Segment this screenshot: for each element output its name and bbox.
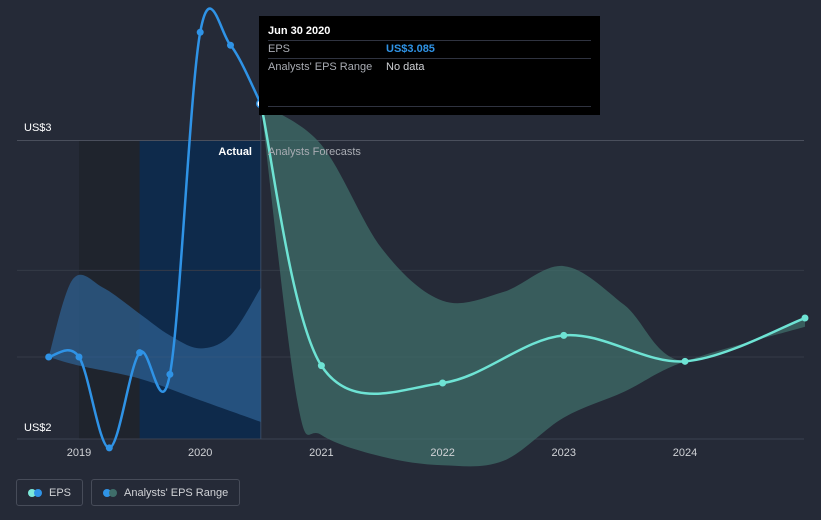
- eps-actual-point: [75, 353, 83, 361]
- tooltip-eps-value: US$3.085: [386, 43, 435, 55]
- x-axis-ticks: 2019 2020 2021 2022 2023 2024: [67, 447, 697, 459]
- range-legend-icon: [103, 488, 118, 497]
- legend-eps-label: EPS: [49, 486, 72, 499]
- eps-actual-point: [136, 349, 144, 357]
- tooltip-divider: [268, 106, 591, 107]
- y-axis-label-bottom: US$2: [24, 422, 52, 434]
- eps-actual-point: [166, 370, 174, 378]
- range-band-past: [48, 274, 261, 422]
- eps-forecast-point: [439, 379, 447, 387]
- tooltip-range-row: Analysts' EPS Range No data: [268, 58, 591, 76]
- tooltip-range-value: No data: [386, 61, 425, 73]
- x-tick-label: 2020: [188, 447, 212, 459]
- y-axis-label-top: US$3: [24, 122, 52, 134]
- x-tick-label: 2021: [309, 447, 333, 459]
- tooltip: Jun 30 2020 EPS US$3.085 Analysts' EPS R…: [259, 16, 600, 115]
- eps-forecast-point: [801, 314, 809, 322]
- eps-legend-icon: [28, 488, 42, 497]
- forecast-label: Analysts Forecasts: [268, 146, 361, 158]
- tooltip-range-label: Analysts' EPS Range: [268, 61, 373, 73]
- x-tick-label: 2022: [430, 447, 454, 459]
- eps-lines: [48, 7, 806, 450]
- eps-actual-point: [227, 41, 234, 49]
- eps-actual-point: [105, 444, 113, 452]
- x-tick-label: 2023: [552, 447, 576, 459]
- eps-actual-point: [45, 353, 53, 361]
- range-bands: [48, 103, 805, 467]
- legend: EPS Analysts' EPS Range: [16, 479, 241, 506]
- eps-forecast-point: [681, 357, 689, 365]
- eps-forecast-line: [259, 103, 806, 395]
- tooltip-date: Jun 30 2020: [268, 25, 331, 37]
- x-tick-label: 2024: [673, 447, 697, 459]
- eps-actual-line: [48, 7, 262, 450]
- range-band-forecast: [260, 103, 805, 467]
- eps-forecast-point: [317, 362, 325, 370]
- x-tick-label: 2019: [67, 447, 91, 459]
- actual-label: Actual: [218, 146, 252, 158]
- eps-forecast-point: [560, 331, 568, 339]
- eps-actual-point: [196, 28, 204, 36]
- legend-eps-button[interactable]: EPS: [16, 479, 84, 506]
- tooltip-eps-row: EPS US$3.085: [268, 40, 591, 58]
- legend-range-button[interactable]: Analysts' EPS Range: [91, 479, 241, 506]
- legend-range-label: Analysts' EPS Range: [124, 486, 229, 499]
- tooltip-eps-label: EPS: [268, 43, 291, 55]
